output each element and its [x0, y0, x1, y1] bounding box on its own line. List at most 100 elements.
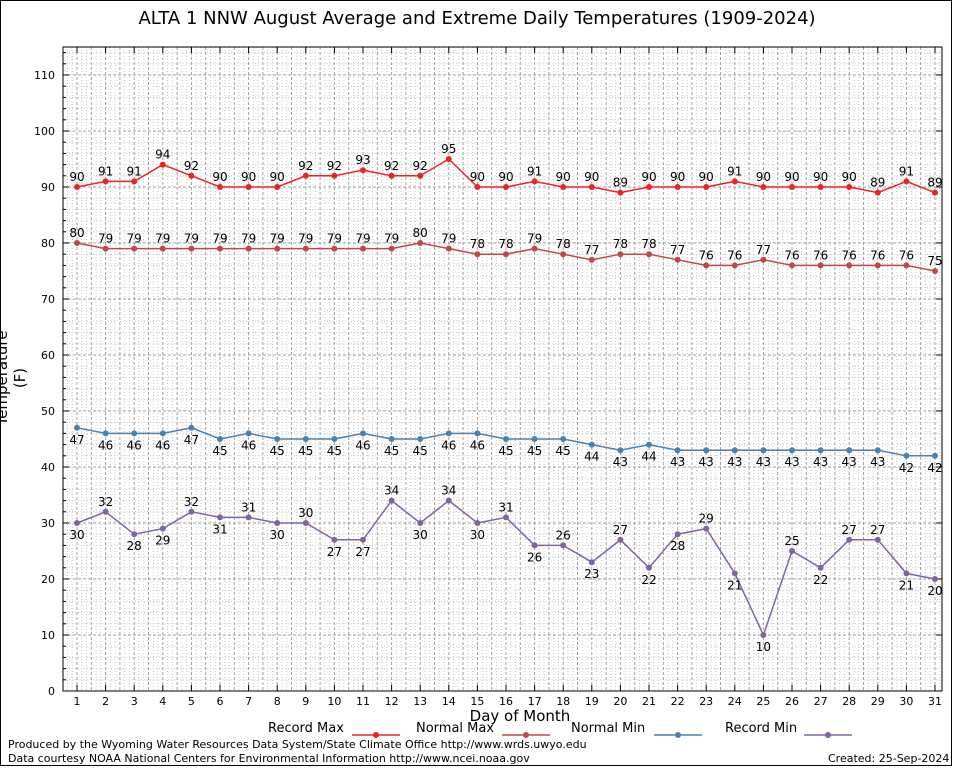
data-point-record-max	[731, 178, 738, 185]
data-label-record-max: 90	[212, 170, 227, 184]
data-label-normal-max: 79	[184, 232, 199, 246]
data-point-normal-max	[646, 251, 652, 258]
data-label-normal-max: 79	[384, 232, 399, 246]
data-label-normal-min: 43	[784, 455, 799, 469]
data-label-record-min: 31	[498, 500, 513, 514]
data-point-normal-max	[617, 251, 624, 258]
plot-background	[63, 47, 942, 691]
data-label-normal-max: 76	[699, 248, 714, 262]
data-point-normal-max	[74, 240, 80, 246]
legend-swatch-record-max	[352, 732, 400, 738]
data-label-normal-min: 44	[584, 450, 599, 464]
data-point-record-min	[360, 536, 366, 543]
data-point-normal-max	[703, 262, 710, 269]
chart-title: ALTA 1 NNW August Average and Extreme Da…	[138, 8, 816, 29]
data-label-record-max: 90	[584, 170, 599, 184]
x-tick-label: 12	[385, 695, 399, 708]
data-label-normal-min: 47	[184, 433, 199, 447]
data-label-record-min: 27	[327, 545, 342, 559]
data-point-record-max	[331, 172, 338, 179]
data-label-normal-max: 79	[127, 232, 142, 246]
data-point-normal-min	[617, 447, 624, 454]
data-label-normal-min: 45	[556, 444, 571, 458]
x-tick-label: 22	[671, 695, 685, 708]
x-tick-label: 16	[499, 695, 513, 708]
data-label-record-min: 32	[184, 495, 199, 509]
data-point-record-max	[474, 184, 481, 190]
x-tick-label: 13	[413, 695, 427, 708]
data-label-record-max: 90	[699, 170, 714, 184]
x-tick-label: 28	[842, 695, 856, 708]
data-label-normal-max: 78	[641, 237, 656, 251]
data-point-record-min	[674, 531, 681, 538]
data-label-record-min: 21	[899, 578, 914, 592]
data-label-record-min: 30	[69, 528, 84, 542]
data-point-normal-min	[474, 430, 481, 437]
data-point-record-max	[388, 172, 395, 179]
y-tick-label: 60	[41, 349, 55, 362]
data-label-record-min: 31	[212, 522, 227, 536]
legend-swatch-normal-max	[502, 732, 550, 738]
data-point-record-max	[159, 161, 166, 168]
y-tick-label: 90	[41, 181, 55, 194]
data-label-record-max: 89	[613, 176, 628, 190]
data-label-normal-max: 77	[670, 243, 685, 257]
legend-label-record-max: Record Max	[268, 721, 344, 736]
data-label-normal-min: 42	[927, 461, 942, 475]
data-label-normal-min: 45	[384, 444, 399, 458]
data-label-normal-max: 80	[413, 226, 428, 240]
x-tick-label: 31	[928, 695, 942, 708]
data-label-normal-min: 46	[470, 438, 485, 452]
data-point-record-max	[646, 184, 652, 190]
data-label-record-min: 21	[727, 578, 742, 592]
data-label-record-min: 27	[355, 545, 370, 559]
data-label-record-min: 30	[413, 528, 428, 542]
data-point-normal-min	[731, 447, 738, 454]
data-label-normal-max: 79	[241, 232, 256, 246]
data-label-normal-min: 43	[613, 455, 628, 469]
data-point-normal-min	[74, 424, 80, 431]
data-label-normal-max: 75	[927, 254, 942, 268]
data-point-normal-max	[331, 245, 338, 252]
data-point-record-min	[531, 542, 538, 549]
data-label-record-max: 90	[756, 170, 771, 184]
data-label-record-min: 23	[584, 567, 599, 581]
data-point-record-min	[445, 497, 452, 504]
data-point-normal-max	[903, 262, 910, 269]
data-label-normal-max: 78	[613, 237, 628, 251]
data-point-record-max	[274, 184, 281, 190]
data-label-normal-min: 45	[527, 444, 542, 458]
data-point-record-min	[731, 570, 738, 577]
data-point-normal-max	[760, 256, 767, 263]
data-label-normal-min: 44	[641, 450, 656, 464]
x-tick-label: 5	[188, 695, 195, 708]
data-label-record-max: 93	[355, 153, 370, 167]
data-label-normal-max: 76	[813, 248, 828, 262]
data-point-normal-max	[817, 262, 824, 269]
data-label-record-min: 27	[842, 523, 857, 537]
x-tick-label: 17	[528, 695, 542, 708]
y-tick-label: 10	[41, 629, 55, 642]
data-point-record-min	[846, 536, 853, 543]
data-label-normal-max: 76	[899, 248, 914, 262]
data-point-record-min	[503, 514, 509, 521]
data-label-record-max: 94	[155, 148, 170, 162]
data-label-record-max: 90	[641, 170, 656, 184]
data-point-normal-min	[531, 436, 538, 442]
data-label-record-min: 20	[927, 584, 942, 598]
data-label-normal-min: 45	[327, 444, 342, 458]
data-label-normal-min: 47	[69, 433, 84, 447]
data-label-record-max: 92	[384, 159, 399, 173]
x-tick-label: 7	[245, 695, 252, 708]
data-point-record-min	[217, 514, 223, 521]
data-label-record-max: 89	[927, 176, 942, 190]
data-label-normal-max: 79	[270, 232, 285, 246]
data-point-record-max	[131, 178, 138, 185]
data-point-record-min	[102, 508, 109, 515]
x-tick-label: 1	[74, 695, 81, 708]
data-point-record-max	[817, 184, 824, 190]
data-point-normal-min	[388, 436, 395, 442]
data-label-normal-max: 77	[584, 243, 599, 257]
data-label-normal-min: 43	[813, 455, 828, 469]
y-tick-label: 100	[34, 125, 55, 138]
